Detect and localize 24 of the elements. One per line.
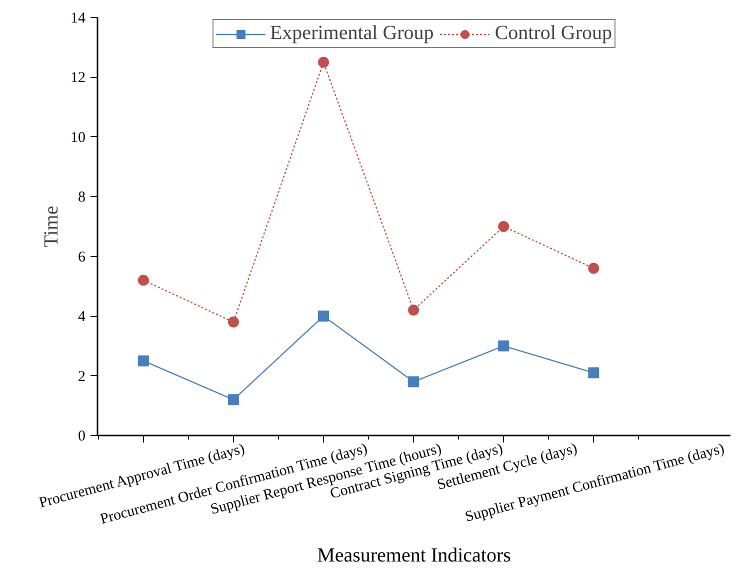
y-tick-label: 10: [70, 130, 86, 146]
point: [588, 262, 600, 274]
point: [138, 274, 149, 286]
point: [408, 376, 420, 388]
point: [408, 304, 420, 316]
y-axis-title: Time: [40, 206, 62, 248]
point: [318, 56, 330, 68]
y-tick-label: 0: [78, 428, 86, 444]
y-tick-label: 2: [78, 368, 86, 385]
point: [498, 340, 510, 352]
x-axis-title: Measurement Indicators: [317, 544, 512, 566]
point: [138, 355, 149, 366]
point: [318, 310, 330, 322]
y-tick-label: 14: [70, 10, 86, 26]
y-tick-label: 12: [70, 70, 86, 86]
point: [228, 394, 239, 406]
point: [588, 367, 600, 378]
point: [228, 316, 239, 328]
y-tick-label: 6: [78, 249, 86, 266]
point: [498, 221, 510, 232]
y-tick-label: 8: [78, 190, 86, 206]
y-tick-label: 4: [78, 309, 86, 326]
legend-label: Experimental Group: [270, 22, 434, 45]
legend-label: Control Group: [494, 22, 612, 45]
